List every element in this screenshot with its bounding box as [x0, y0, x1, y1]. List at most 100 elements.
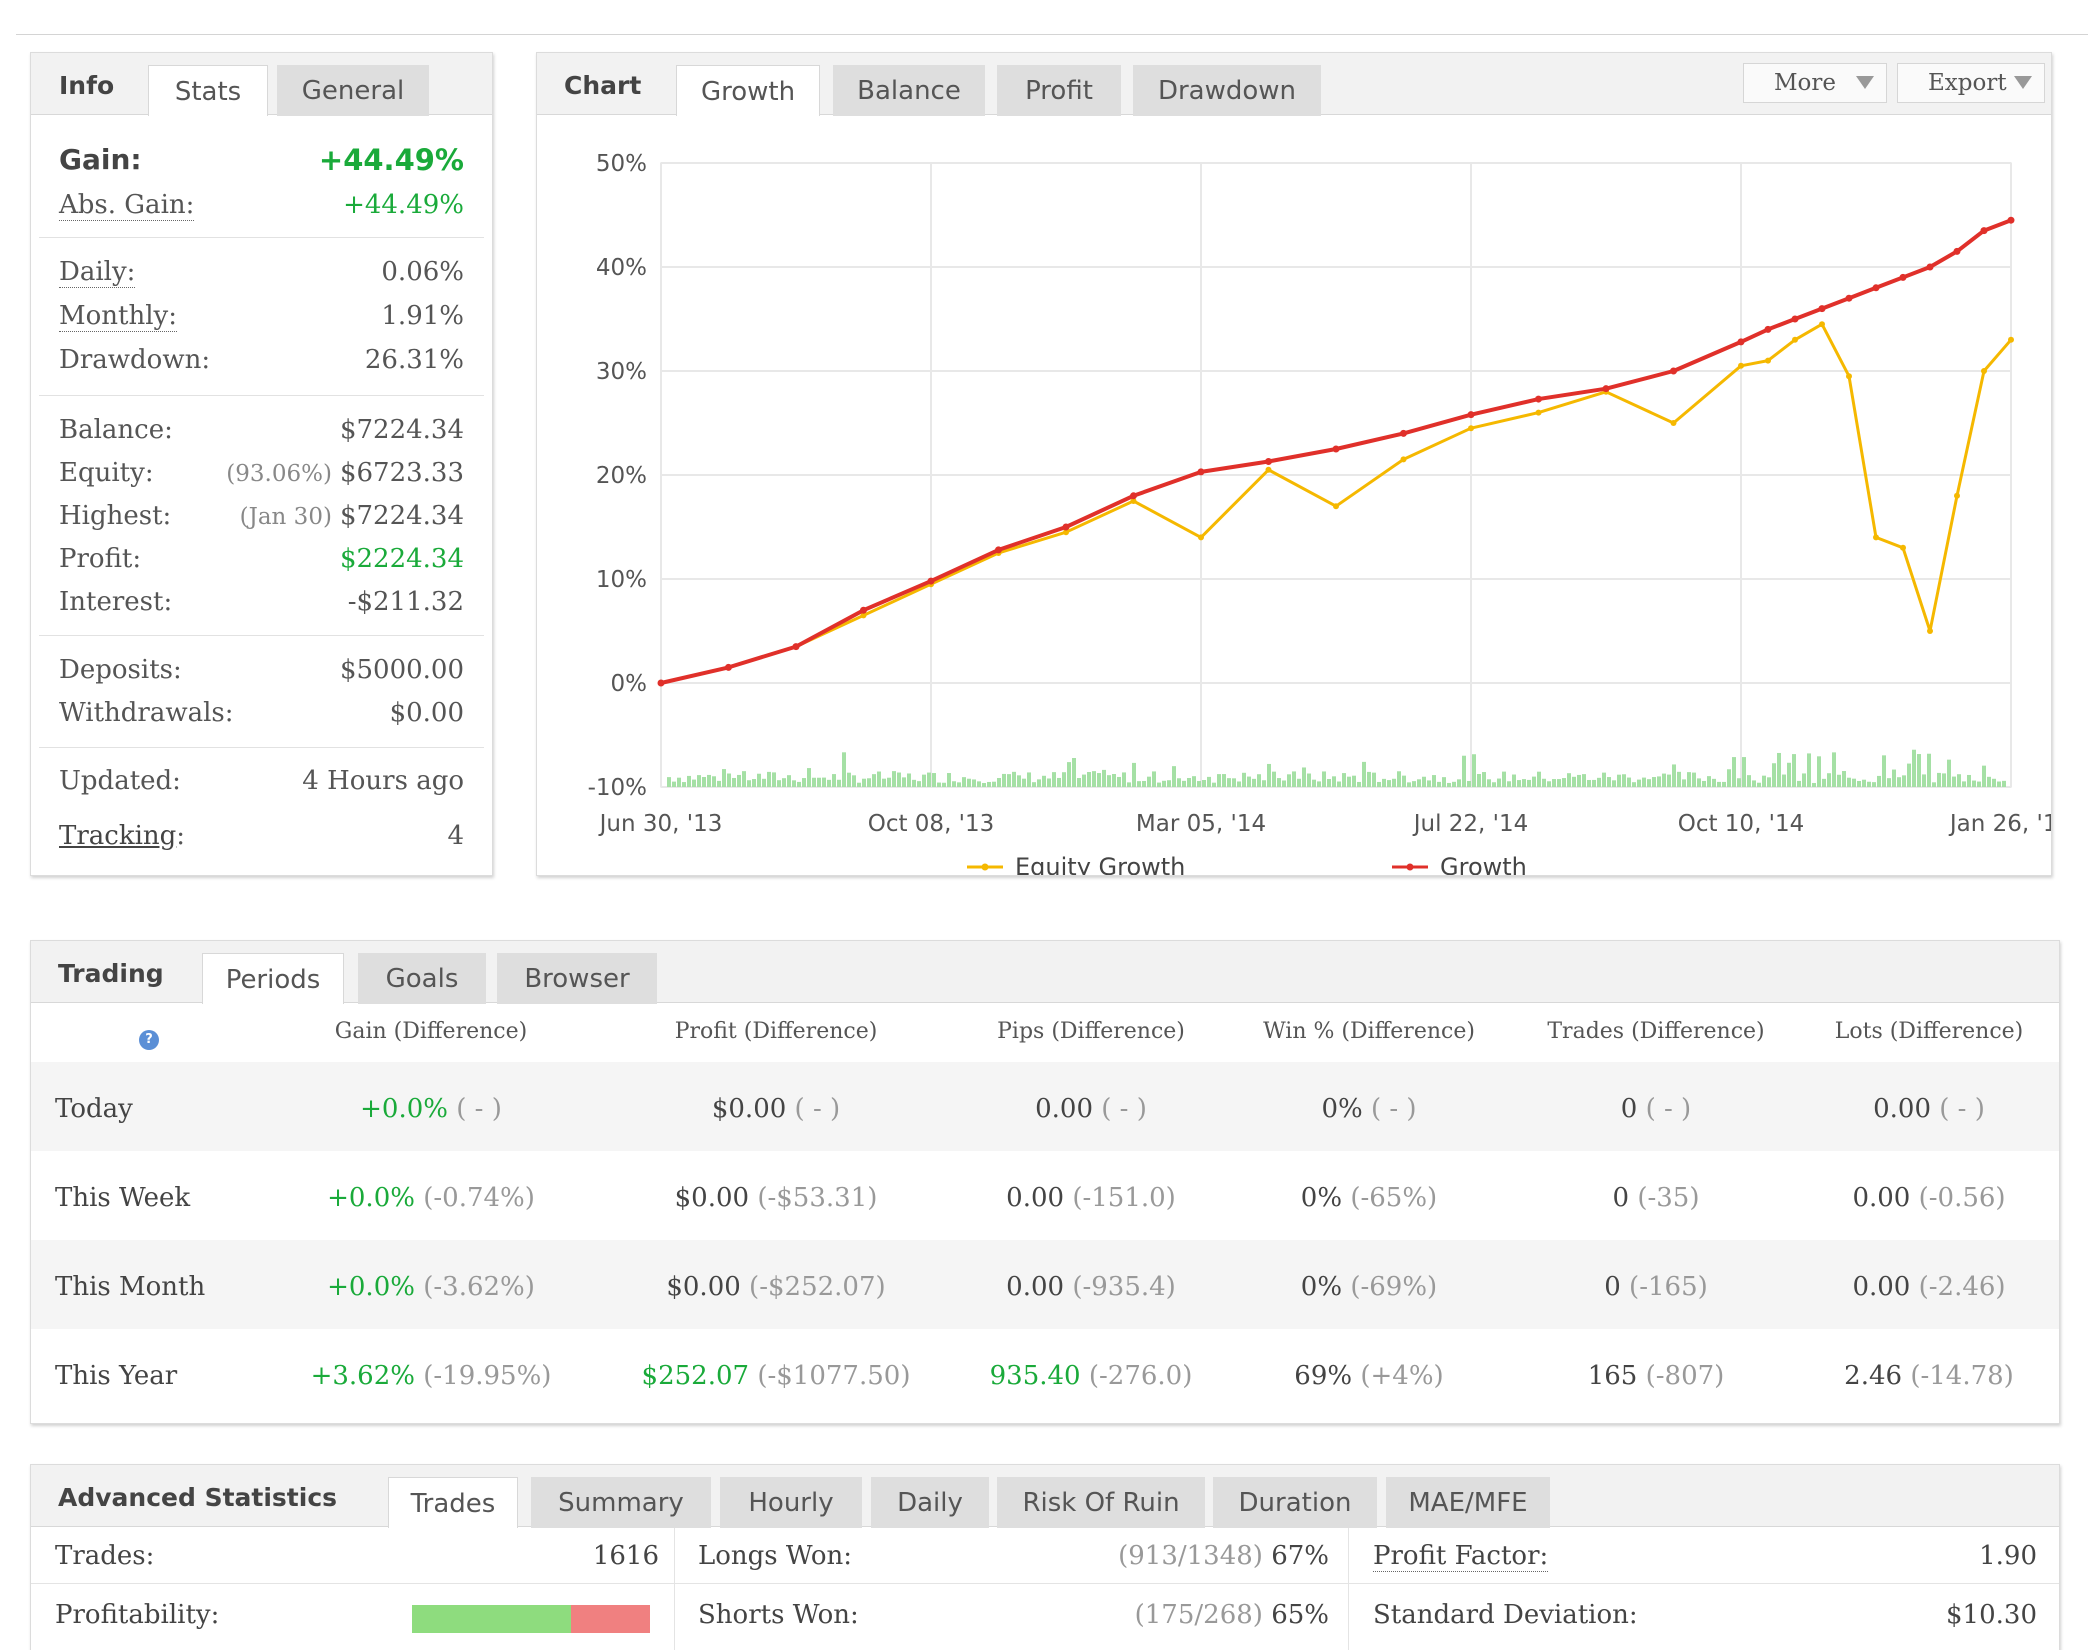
column-header-trades[interactable]: Trades (Difference): [1547, 1019, 1765, 1044]
withdrawals-label: Withdrawals:: [59, 698, 234, 728]
volume-bar: [1917, 754, 1921, 787]
volume-bar: [1092, 771, 1096, 787]
series-point: [1468, 425, 1474, 432]
cell-value: $0.00: [674, 1183, 750, 1213]
volume-bar: [922, 774, 926, 787]
volume-bar: [1537, 771, 1541, 787]
volume-bar: [1652, 777, 1656, 787]
tab-chart[interactable]: Chart: [564, 71, 642, 100]
volume-bar: [1552, 779, 1556, 787]
series-point: [1737, 338, 1745, 346]
series-point: [1400, 456, 1407, 463]
help-icon[interactable]: ?: [139, 1030, 159, 1050]
export-button[interactable]: Export: [1897, 63, 2045, 103]
series-point: [2007, 216, 2015, 224]
table-cell: 0 (-165): [1604, 1272, 1708, 1302]
tab-mae-mfe[interactable]: MAE/MFE: [1386, 1477, 1550, 1528]
tab-risk-of-ruin[interactable]: Risk Of Ruin: [997, 1477, 1205, 1528]
more-button[interactable]: More: [1743, 63, 1887, 103]
volume-bar: [1982, 765, 1986, 787]
longs-won-value-group: (913/1348) 67%: [1118, 1541, 1329, 1571]
volume-bar: [1372, 772, 1376, 787]
series-point: [1333, 503, 1339, 510]
cell-difference: ( - ): [1939, 1094, 1985, 1124]
x-tick-label: Jul 22, '14: [1412, 811, 1529, 837]
volume-bar: [1027, 772, 1031, 787]
volume-bar: [1132, 762, 1136, 787]
tab-duration[interactable]: Duration: [1213, 1477, 1377, 1528]
tracking-link[interactable]: Tracking: [59, 821, 177, 851]
volume-bar: [1967, 774, 1971, 787]
tab-browser[interactable]: Browser: [497, 953, 657, 1004]
volume-bar: [1037, 779, 1041, 787]
volume-bar: [762, 778, 766, 787]
volume-bar: [1327, 778, 1331, 787]
cell-difference: (-0.74%): [423, 1183, 535, 1213]
tracking-colon: :: [176, 821, 186, 851]
tab-daily[interactable]: Daily: [871, 1477, 989, 1528]
legend-item[interactable]: Growth: [1392, 853, 1527, 875]
period-label: This Year: [55, 1361, 178, 1391]
volume-bar: [712, 776, 716, 787]
volume-bar: [1467, 780, 1471, 787]
tab-drawdown[interactable]: Drawdown: [1133, 65, 1321, 116]
volume-bar: [1017, 775, 1021, 787]
cell-difference: (-2.46): [1918, 1272, 2006, 1302]
column-header-gain[interactable]: Gain (Difference): [334, 1019, 528, 1044]
volume-bar: [1082, 774, 1086, 787]
tab-general[interactable]: General: [277, 65, 429, 116]
tab-profit[interactable]: Profit: [997, 65, 1121, 116]
volume-bar: [832, 774, 836, 787]
volume-bar: [1837, 774, 1841, 787]
series-point: [1535, 395, 1542, 403]
tab-periods[interactable]: Periods: [202, 953, 344, 1004]
column-header-win[interactable]: Win % (Difference): [1263, 1019, 1475, 1044]
shorts-won-label: Shorts Won:: [698, 1600, 859, 1630]
series-point: [1198, 534, 1204, 541]
volume-bar: [1312, 779, 1316, 787]
tab-goals[interactable]: Goals: [358, 953, 486, 1004]
volume-bar: [1567, 773, 1571, 787]
tab-hourly[interactable]: Hourly: [720, 1477, 862, 1528]
profit-factor-label[interactable]: Profit Factor:: [1373, 1541, 1549, 1572]
volume-bar: [932, 773, 936, 787]
tab-summary[interactable]: Summary: [531, 1477, 711, 1528]
tab-growth[interactable]: Growth: [676, 65, 820, 116]
volume-bar: [872, 774, 876, 787]
growth-chart[interactable]: 50% 40% 30% 20% 10% 0% -10% Jun 30, '13 Oct 08, …: [537, 115, 2051, 875]
table-cell: $252.07 (-$1077.50): [642, 1361, 911, 1391]
tab-trades[interactable]: Trades: [388, 1477, 518, 1528]
profit-factor-value: 1.90: [1979, 1541, 2037, 1571]
tab-stats[interactable]: Stats: [148, 65, 268, 116]
tab-balance[interactable]: Balance: [833, 65, 985, 116]
cell-value: 165: [1587, 1361, 1638, 1391]
tab-advanced-statistics[interactable]: Advanced Statistics: [58, 1483, 338, 1512]
volume-bar: [1627, 777, 1631, 787]
cell-value: +3.62%: [310, 1361, 415, 1391]
tab-trading[interactable]: Trading: [58, 959, 164, 988]
legend-item[interactable]: Equity Growth: [967, 853, 1185, 875]
volume-bar: [1072, 758, 1076, 787]
column-header-lots[interactable]: Lots (Difference): [1834, 1019, 2024, 1044]
updated-label: Updated:: [59, 766, 181, 796]
table-cell: 69% (+4%): [1294, 1361, 1443, 1391]
column-header-pips[interactable]: Pips (Difference): [997, 1019, 1185, 1044]
series-point: [1818, 305, 1826, 313]
advanced-column-divider: [1348, 1528, 1349, 1650]
volume-bar: [1727, 769, 1731, 787]
volume-bar: [1487, 779, 1491, 787]
x-tick-label: Jun 30, '13: [598, 811, 723, 837]
volume-bar: [747, 780, 751, 787]
volume-bar: [1992, 778, 1996, 787]
volume-bar: [1007, 774, 1011, 787]
volume-bar: [937, 782, 941, 787]
cell-difference: (-807): [1645, 1361, 1725, 1391]
tab-info[interactable]: Info: [59, 71, 115, 100]
volume-bar: [1512, 774, 1516, 787]
volume-bar: [1317, 781, 1321, 787]
cell-value: +0.0%: [327, 1272, 415, 1302]
column-header-profit[interactable]: Profit (Difference): [674, 1019, 878, 1044]
cell-value: $0.00: [711, 1094, 787, 1124]
volume-bar: [1857, 781, 1861, 787]
volume-bar: [697, 775, 701, 787]
